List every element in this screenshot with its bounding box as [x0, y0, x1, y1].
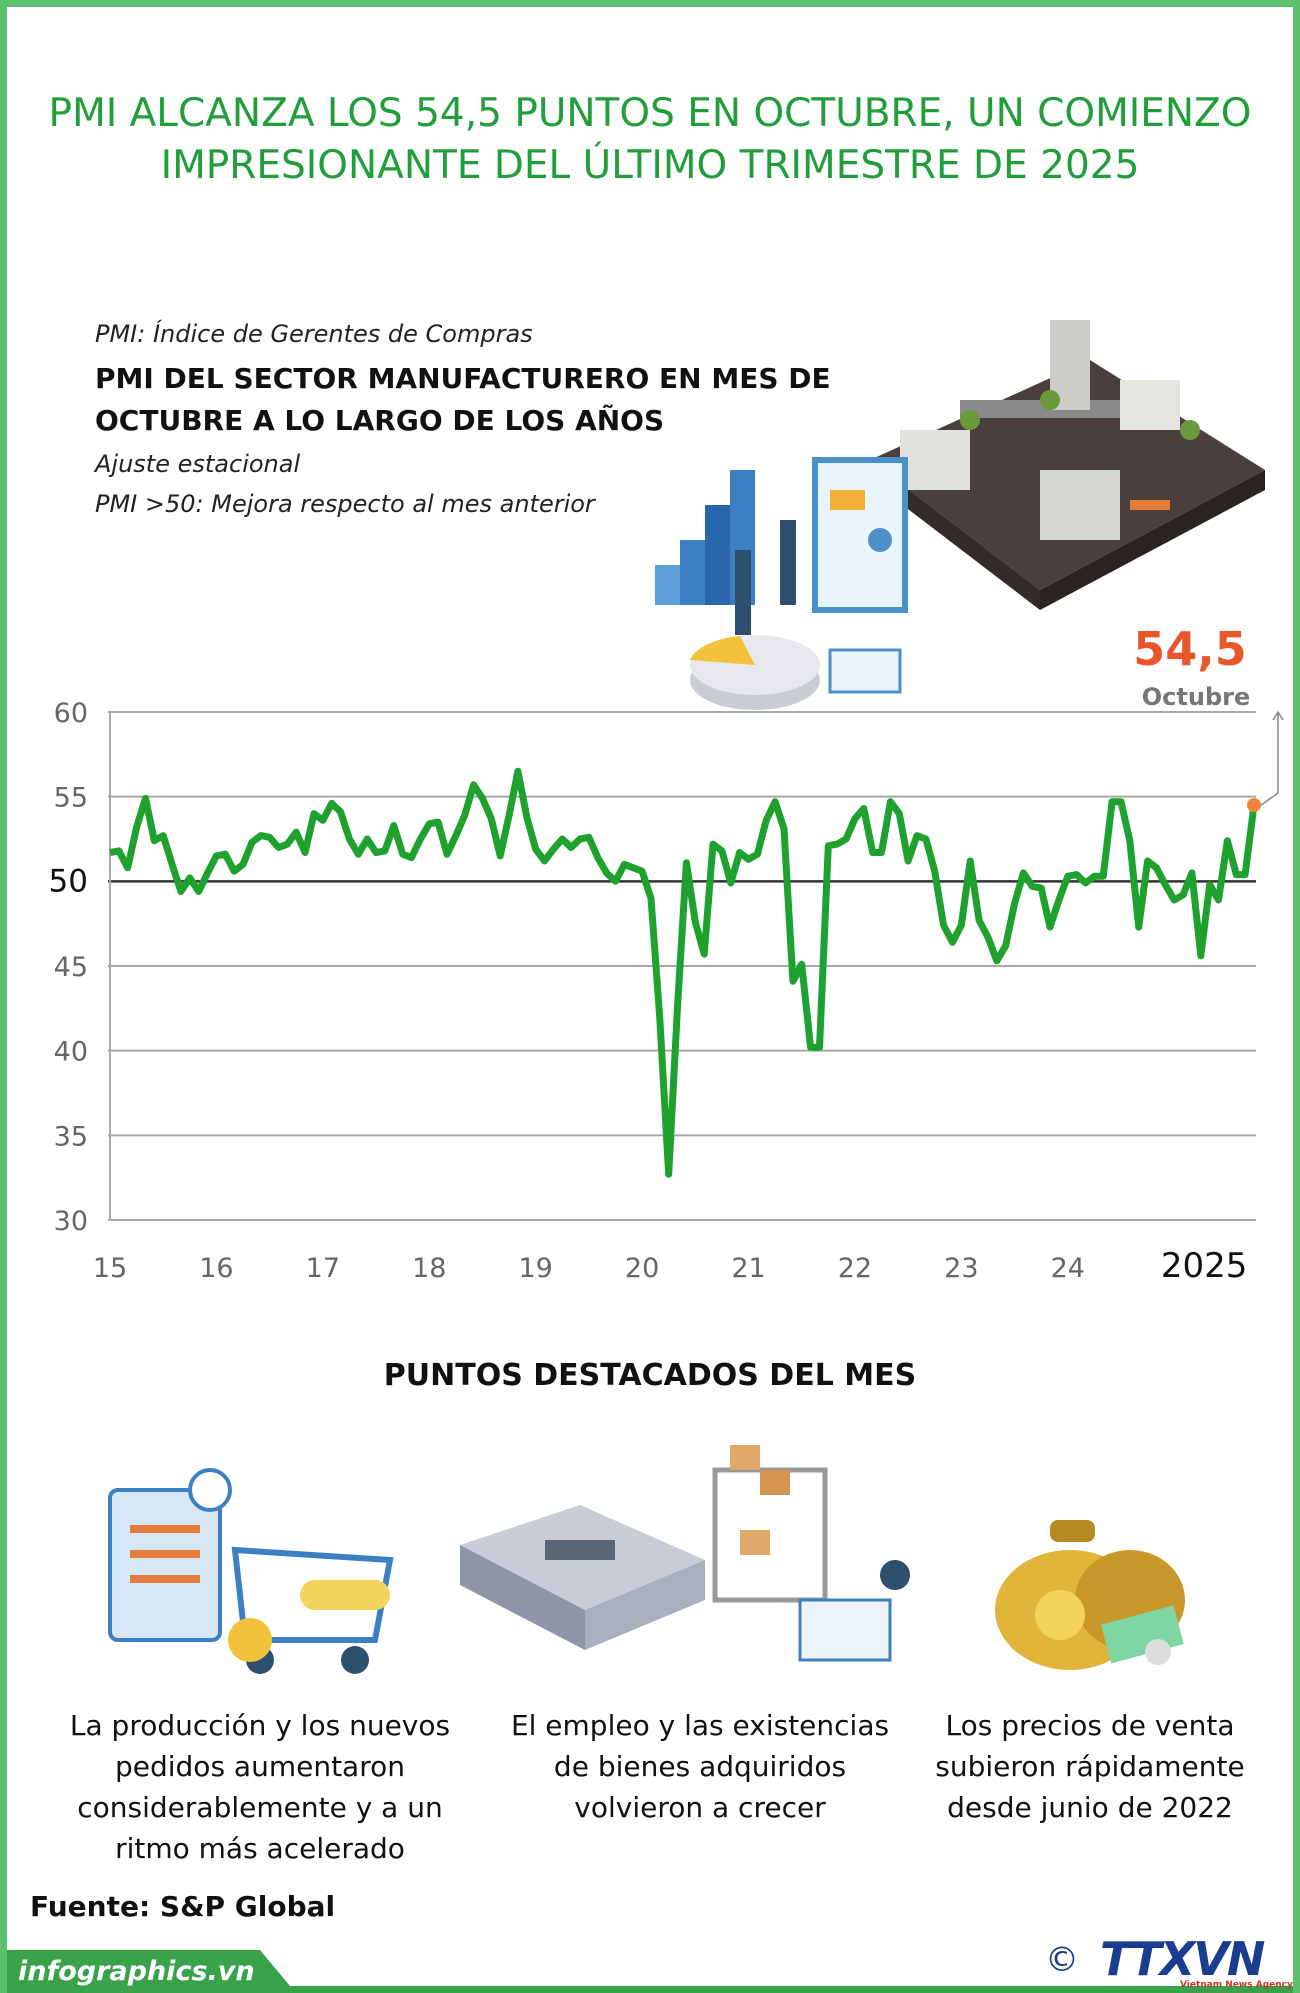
x-tick-label: 2025 — [1161, 1246, 1248, 1286]
chart-title: PMI DEL SECTOR MANUFACTURERO EN MES DE O… — [95, 362, 831, 437]
pmi-line — [109, 767, 1258, 1178]
y-tick-label: 55 — [54, 783, 88, 814]
x-tick-label: 21 — [731, 1253, 765, 1284]
y-tick-label: 35 — [54, 1121, 88, 1152]
y-tick-label: 30 — [54, 1206, 88, 1237]
highlight-text: El empleo y las existencias de bienes ad… — [510, 1709, 890, 1824]
highlight-text: La producción y los nuevos pedidos aumen… — [69, 1709, 451, 1865]
highlight-icon-money — [995, 1520, 1185, 1670]
y-tick-label: 40 — [54, 1037, 88, 1068]
source: Fuente: S&P Global — [30, 1890, 336, 1923]
footer-band — [7, 1950, 1293, 1993]
highlight-point — [1247, 798, 1261, 813]
factory-illustration — [870, 320, 1265, 610]
x-tick-label: 15 — [93, 1253, 127, 1284]
x-tick-label: 20 — [625, 1253, 659, 1284]
agency: Vietnam News Agency — [1180, 1980, 1293, 1990]
highlight-icon-orders — [108, 1468, 394, 1674]
value-label: 54,5 — [1133, 622, 1247, 676]
x-tick-label: 16 — [199, 1253, 233, 1284]
y-tick-label: 45 — [54, 952, 88, 983]
analytics-illustration — [655, 457, 908, 710]
annotation: Octubre — [1142, 683, 1250, 711]
x-tick-label: 19 — [518, 1253, 552, 1284]
highlight-arrow — [1260, 712, 1279, 806]
copyright: © — [1045, 1940, 1079, 1980]
chart-subtitle: PMI >50: Mejora respecto al mes anterior — [95, 490, 595, 518]
highlight-text: Los precios de venta subieron rápidament… — [935, 1709, 1245, 1824]
highlight-arrow-head — [1272, 710, 1284, 721]
x-tick-label: 17 — [306, 1253, 340, 1284]
chart-subtitle: Ajuste estacional — [95, 450, 301, 478]
x-tick-label: 18 — [412, 1253, 446, 1284]
highlights-title: PUNTOS DESTACADOS DEL MES — [383, 1358, 917, 1393]
x-tick-label: 22 — [838, 1253, 872, 1284]
y-tick-label: 50 — [49, 863, 88, 899]
site-name: infographics.vn — [18, 1956, 255, 1987]
y-tick-label: 60 — [54, 698, 88, 729]
highlight-icon-factory — [460, 1445, 910, 1662]
x-tick-label: 23 — [944, 1253, 978, 1284]
logo: TTXVN — [1100, 1932, 1265, 1986]
chart-note: PMI: Índice de Gerentes de Compras — [95, 320, 533, 348]
main-title: PMI ALCANZA LOS 54,5 PUNTOS EN OCTUBRE, … — [48, 91, 1252, 188]
x-tick-label: 24 — [1051, 1253, 1085, 1284]
